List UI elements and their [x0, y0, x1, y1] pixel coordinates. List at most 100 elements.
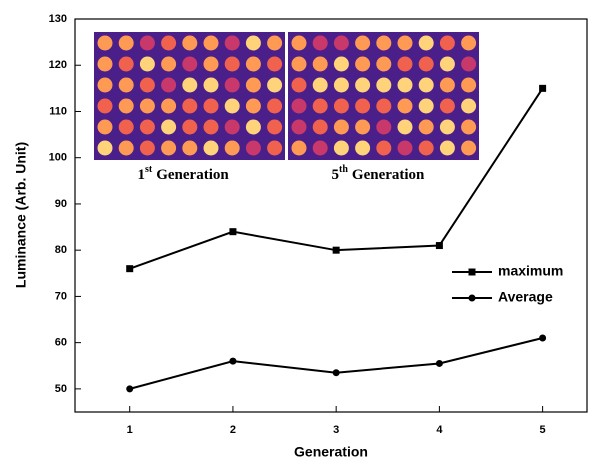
- well: [245, 77, 261, 93]
- well: [291, 35, 307, 51]
- well: [161, 35, 177, 51]
- well: [418, 56, 434, 72]
- well: [312, 77, 328, 93]
- well: [376, 77, 392, 93]
- well: [161, 119, 177, 135]
- well: [203, 98, 219, 114]
- well: [397, 56, 413, 72]
- well: [245, 119, 261, 135]
- well: [333, 98, 349, 114]
- well: [139, 98, 155, 114]
- legend-label: Average: [498, 289, 553, 305]
- well: [97, 140, 113, 156]
- well: [418, 98, 434, 114]
- well: [439, 77, 455, 93]
- marker: [126, 385, 134, 393]
- well: [418, 119, 434, 135]
- well: [245, 35, 261, 51]
- well: [376, 56, 392, 72]
- well: [461, 35, 477, 51]
- marker: [332, 246, 340, 254]
- x-tick-label: 4: [436, 424, 443, 436]
- inset-image: [94, 32, 285, 160]
- marker: [229, 357, 237, 365]
- well: [291, 98, 307, 114]
- legend-marker: [468, 268, 476, 276]
- well: [182, 98, 198, 114]
- marker: [435, 359, 443, 367]
- x-tick-label: 5: [540, 424, 546, 436]
- well: [182, 119, 198, 135]
- well: [355, 56, 371, 72]
- marker: [435, 242, 443, 250]
- well: [333, 35, 349, 51]
- well: [291, 140, 307, 156]
- well: [267, 98, 283, 114]
- x-tick-label: 2: [230, 424, 236, 436]
- well: [139, 56, 155, 72]
- well: [161, 77, 177, 93]
- well: [267, 119, 283, 135]
- well: [291, 119, 307, 135]
- inset-background: [94, 32, 285, 160]
- well: [355, 98, 371, 114]
- well: [333, 140, 349, 156]
- well: [139, 119, 155, 135]
- well: [397, 140, 413, 156]
- well: [118, 77, 134, 93]
- legend-label: maximum: [498, 263, 563, 279]
- well: [439, 56, 455, 72]
- well: [418, 35, 434, 51]
- well: [355, 35, 371, 51]
- well: [376, 119, 392, 135]
- well: [267, 140, 283, 156]
- well: [418, 77, 434, 93]
- marker: [539, 334, 547, 342]
- y-tick-label: 60: [55, 337, 67, 349]
- well: [139, 35, 155, 51]
- well: [203, 35, 219, 51]
- well: [224, 119, 240, 135]
- well: [418, 140, 434, 156]
- well: [333, 119, 349, 135]
- well: [161, 98, 177, 114]
- well: [139, 77, 155, 93]
- well: [97, 98, 113, 114]
- well: [245, 56, 261, 72]
- y-tick-label: 130: [49, 13, 67, 25]
- well: [182, 140, 198, 156]
- well: [267, 56, 283, 72]
- well: [224, 35, 240, 51]
- y-axis-title: Luminance (Arb. Unit): [13, 142, 29, 288]
- plot-frame: [74, 18, 588, 413]
- inset-background: [288, 32, 479, 160]
- inset-label: 5th Generation: [332, 164, 426, 183]
- well: [203, 140, 219, 156]
- marker: [539, 84, 547, 92]
- well: [461, 56, 477, 72]
- well: [97, 56, 113, 72]
- y-tick-label: 70: [55, 290, 67, 302]
- inset-label: 1st Generation: [138, 164, 230, 183]
- well: [312, 119, 328, 135]
- well: [397, 98, 413, 114]
- well: [355, 77, 371, 93]
- well: [376, 98, 392, 114]
- legend-marker: [468, 294, 476, 302]
- well: [224, 140, 240, 156]
- inset-image: [288, 32, 479, 160]
- well: [397, 119, 413, 135]
- x-tick-label: 1: [127, 424, 133, 436]
- well: [355, 140, 371, 156]
- well: [161, 56, 177, 72]
- well: [182, 77, 198, 93]
- well: [118, 56, 134, 72]
- well: [203, 77, 219, 93]
- well: [312, 98, 328, 114]
- well: [245, 140, 261, 156]
- well: [97, 35, 113, 51]
- well: [312, 35, 328, 51]
- y-tick-label: 90: [55, 198, 67, 210]
- marker: [332, 369, 340, 377]
